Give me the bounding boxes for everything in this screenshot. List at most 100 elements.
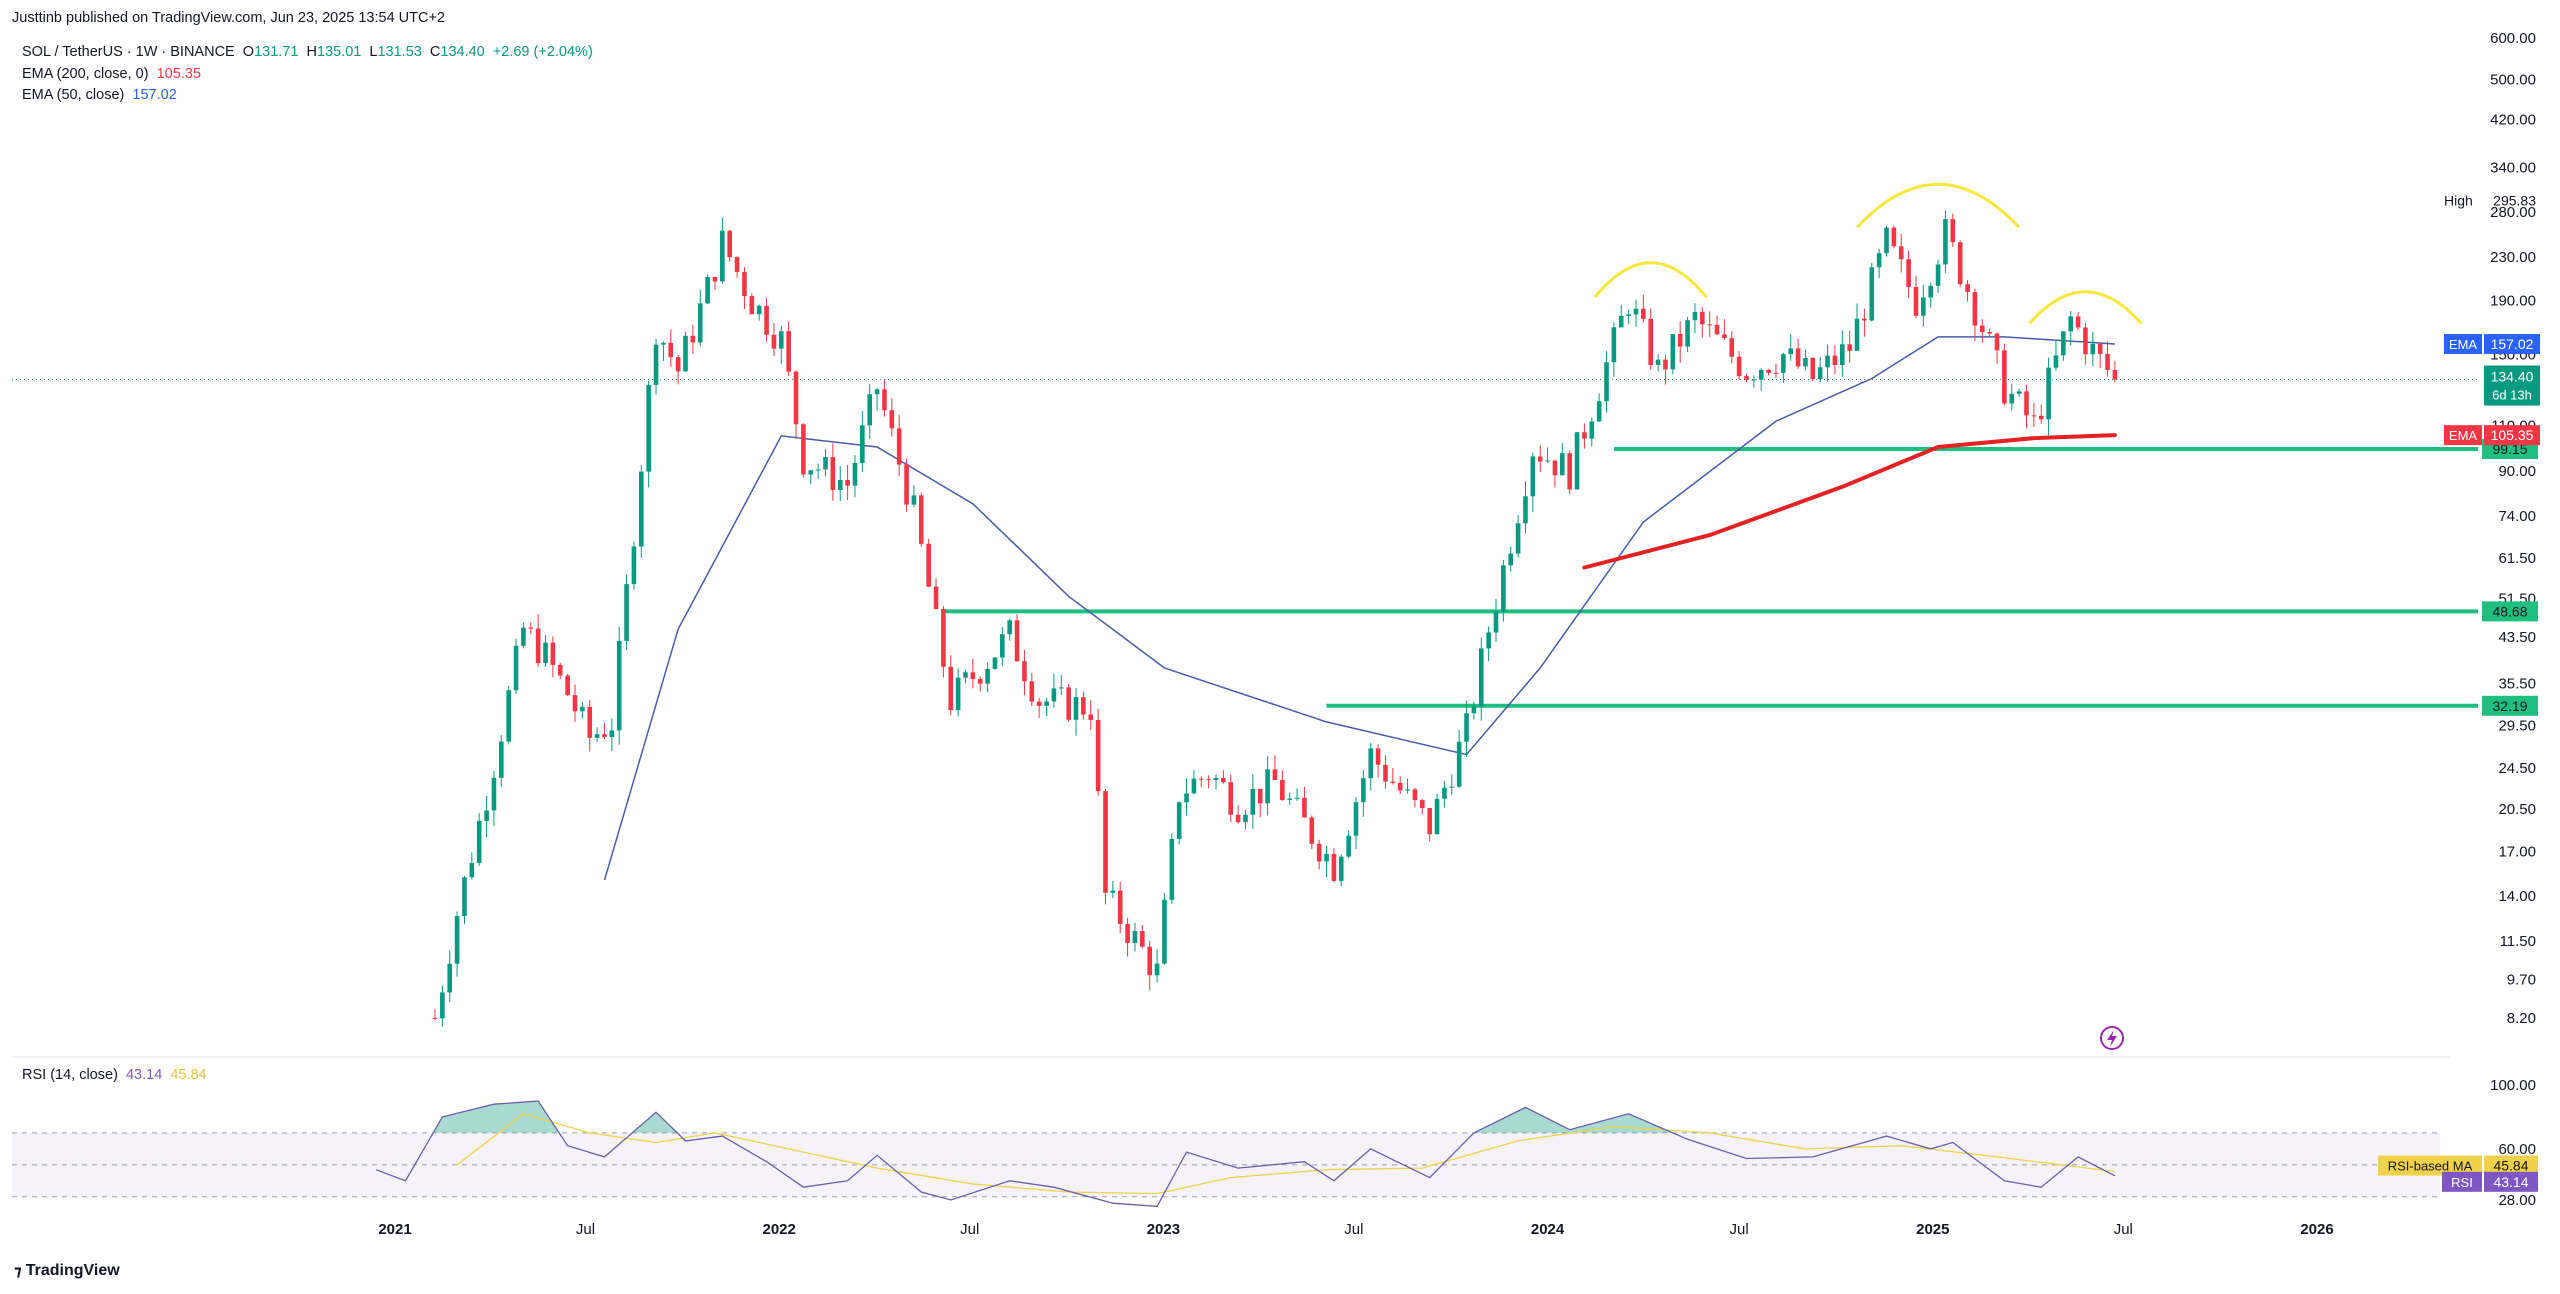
candle-body xyxy=(1670,333,1676,370)
rsi-badge-name: RSI-based MA xyxy=(2388,1159,2473,1174)
ema-badge-name-bg xyxy=(2444,334,2482,355)
candle-body xyxy=(1795,348,1801,367)
price-tick-label: 90.00 xyxy=(2498,463,2536,480)
candle-body xyxy=(1493,611,1499,633)
rsi-badge-value-bg xyxy=(2484,1171,2538,1192)
candle-body xyxy=(1294,797,1300,799)
ema200-legend[interactable]: EMA (200, close, 0) 105.35 xyxy=(22,66,201,82)
candle-body xyxy=(1987,332,1992,334)
candle-body xyxy=(1095,719,1101,792)
candle-body xyxy=(587,706,593,738)
time-tick-label: 2024 xyxy=(1531,1221,1565,1238)
price-tick-label: 9.70 xyxy=(2507,972,2536,989)
candle-body xyxy=(1235,814,1241,823)
last-price-value: 134.40 xyxy=(2491,369,2534,385)
candle-body xyxy=(1361,778,1366,803)
ema50-legend[interactable]: EMA (50, close) 157.02 xyxy=(22,87,177,103)
candle-body xyxy=(609,730,615,737)
rsi-legend[interactable]: RSI (14, close) 43.14 45.84 xyxy=(22,1067,207,1083)
candle-body xyxy=(882,389,887,411)
candle-body xyxy=(1088,714,1094,720)
candle-body xyxy=(1648,318,1654,365)
candle-body xyxy=(1022,661,1027,682)
candle-body xyxy=(793,371,799,425)
candle-body xyxy=(1117,890,1123,924)
low-value: 131.53 xyxy=(377,44,422,60)
rsi-badge-name-bg xyxy=(2442,1171,2482,1192)
candle-body xyxy=(955,677,961,711)
candle-body xyxy=(1000,634,1005,658)
ema-badge-name-bg xyxy=(2444,425,2482,446)
candle-body xyxy=(646,384,651,472)
rsi-badge-value: 45.84 xyxy=(2493,1158,2528,1174)
candle-body xyxy=(1397,782,1403,791)
high-label: High xyxy=(2444,192,2473,208)
candle-body xyxy=(1876,253,1882,268)
candle-body xyxy=(1324,853,1329,862)
symbol-label: SOL / TetherUS · 1W · BINANCE xyxy=(22,44,235,60)
candle-body xyxy=(1515,523,1521,554)
candle-body xyxy=(1014,620,1020,662)
candle-body xyxy=(1663,359,1668,370)
candle-body xyxy=(1103,791,1108,893)
candle-body xyxy=(874,389,880,395)
candle-body xyxy=(1412,789,1418,801)
candle-body xyxy=(1722,334,1727,339)
price-tick-label: 20.50 xyxy=(2498,801,2536,818)
candle-body xyxy=(2083,327,2088,355)
candle-body xyxy=(977,679,983,684)
candle-body xyxy=(616,640,622,731)
low-label: L xyxy=(369,44,378,60)
candle-body xyxy=(594,734,600,738)
candle-body xyxy=(778,331,784,349)
candle-body xyxy=(2105,353,2110,370)
candle-body xyxy=(557,664,563,676)
candle-body xyxy=(1044,701,1049,706)
candle-body xyxy=(2068,316,2073,332)
candle-body xyxy=(535,628,541,664)
candle-body xyxy=(941,608,946,667)
ema200-value: 105.35 xyxy=(156,66,201,82)
candle-body xyxy=(1869,267,1875,321)
candle-body xyxy=(970,672,976,680)
time-tick-label: Jul xyxy=(1730,1221,1749,1238)
candle-body xyxy=(1375,748,1381,765)
candle-body xyxy=(1353,802,1359,836)
candle-body xyxy=(1184,793,1189,803)
symbol-legend[interactable]: SOL / TetherUS · 1W · BINANCE O131.71 H1… xyxy=(22,44,593,60)
candle-body xyxy=(1781,354,1786,373)
candle-body xyxy=(1213,777,1219,780)
rsi-badge-name-bg xyxy=(2378,1155,2482,1176)
candle-body xyxy=(1442,787,1447,799)
candle-body xyxy=(1825,355,1830,368)
price-tick-label: 43.50 xyxy=(2498,629,2536,646)
price-tick-label: 190.00 xyxy=(2490,293,2536,310)
candle-body xyxy=(1338,856,1344,881)
candle-body xyxy=(1287,798,1292,800)
candle-body xyxy=(653,344,659,385)
candle-body xyxy=(469,862,475,878)
candle-body xyxy=(1921,297,1926,316)
candle-body xyxy=(1618,315,1624,328)
rsi-ma-value: 45.84 xyxy=(170,1067,207,1083)
candle-body xyxy=(1560,453,1565,476)
last-price-countdown: 6d 13h xyxy=(2492,388,2532,403)
candle-body xyxy=(1257,788,1263,804)
candle-body xyxy=(499,741,504,778)
candle-body xyxy=(1272,769,1278,781)
candle-body xyxy=(815,469,821,471)
candle-body xyxy=(447,963,453,993)
candle-body xyxy=(1832,355,1838,365)
time-tick-label: Jul xyxy=(960,1221,979,1238)
candle-body xyxy=(631,546,637,585)
candle-body xyxy=(712,277,718,282)
candle-body xyxy=(1788,348,1794,355)
candle-body xyxy=(852,462,858,486)
time-tick-label: 2021 xyxy=(378,1221,411,1238)
candle-body xyxy=(1906,259,1911,288)
candle-body xyxy=(668,342,674,358)
footer-brand[interactable]: ⁊ TradingView xyxy=(14,1262,120,1280)
candle-body xyxy=(1545,460,1550,462)
candle-body xyxy=(580,706,585,712)
